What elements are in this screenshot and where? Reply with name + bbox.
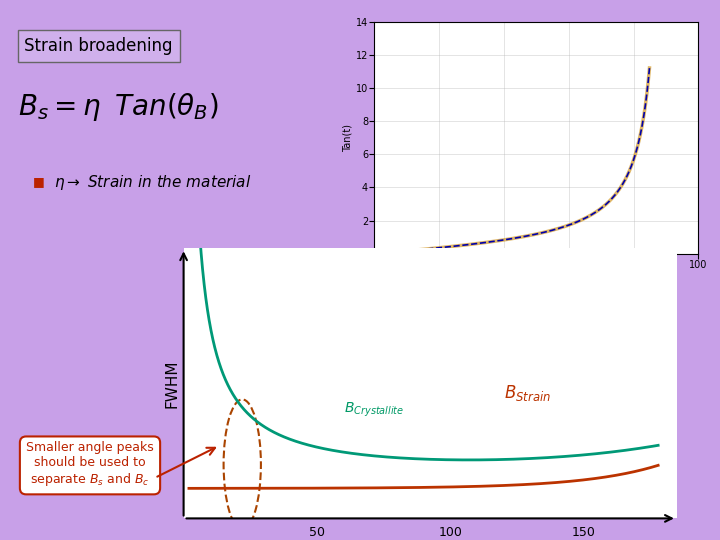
Y-axis label: FWHM: FWHM [164,359,179,408]
Text: $B_s = \eta \;\; Tan(\theta_B)$: $B_s = \eta \;\; Tan(\theta_B)$ [18,91,218,123]
Text: $B_{Strain}$: $B_{Strain}$ [503,383,551,403]
Text: $\eta \rightarrow$ Strain in the material: $\eta \rightarrow$ Strain in the materia… [54,173,251,192]
Text: $\blacksquare$: $\blacksquare$ [32,176,45,190]
Text: Strain broadening: Strain broadening [24,37,173,55]
Y-axis label: Tan(t): Tan(t) [343,124,353,152]
Text: $B_{Crystallite}$: $B_{Crystallite}$ [343,401,404,419]
Text: Smaller angle peaks
should be used to
separate $B_s$ and $B_c$: Smaller angle peaks should be used to se… [26,441,154,488]
